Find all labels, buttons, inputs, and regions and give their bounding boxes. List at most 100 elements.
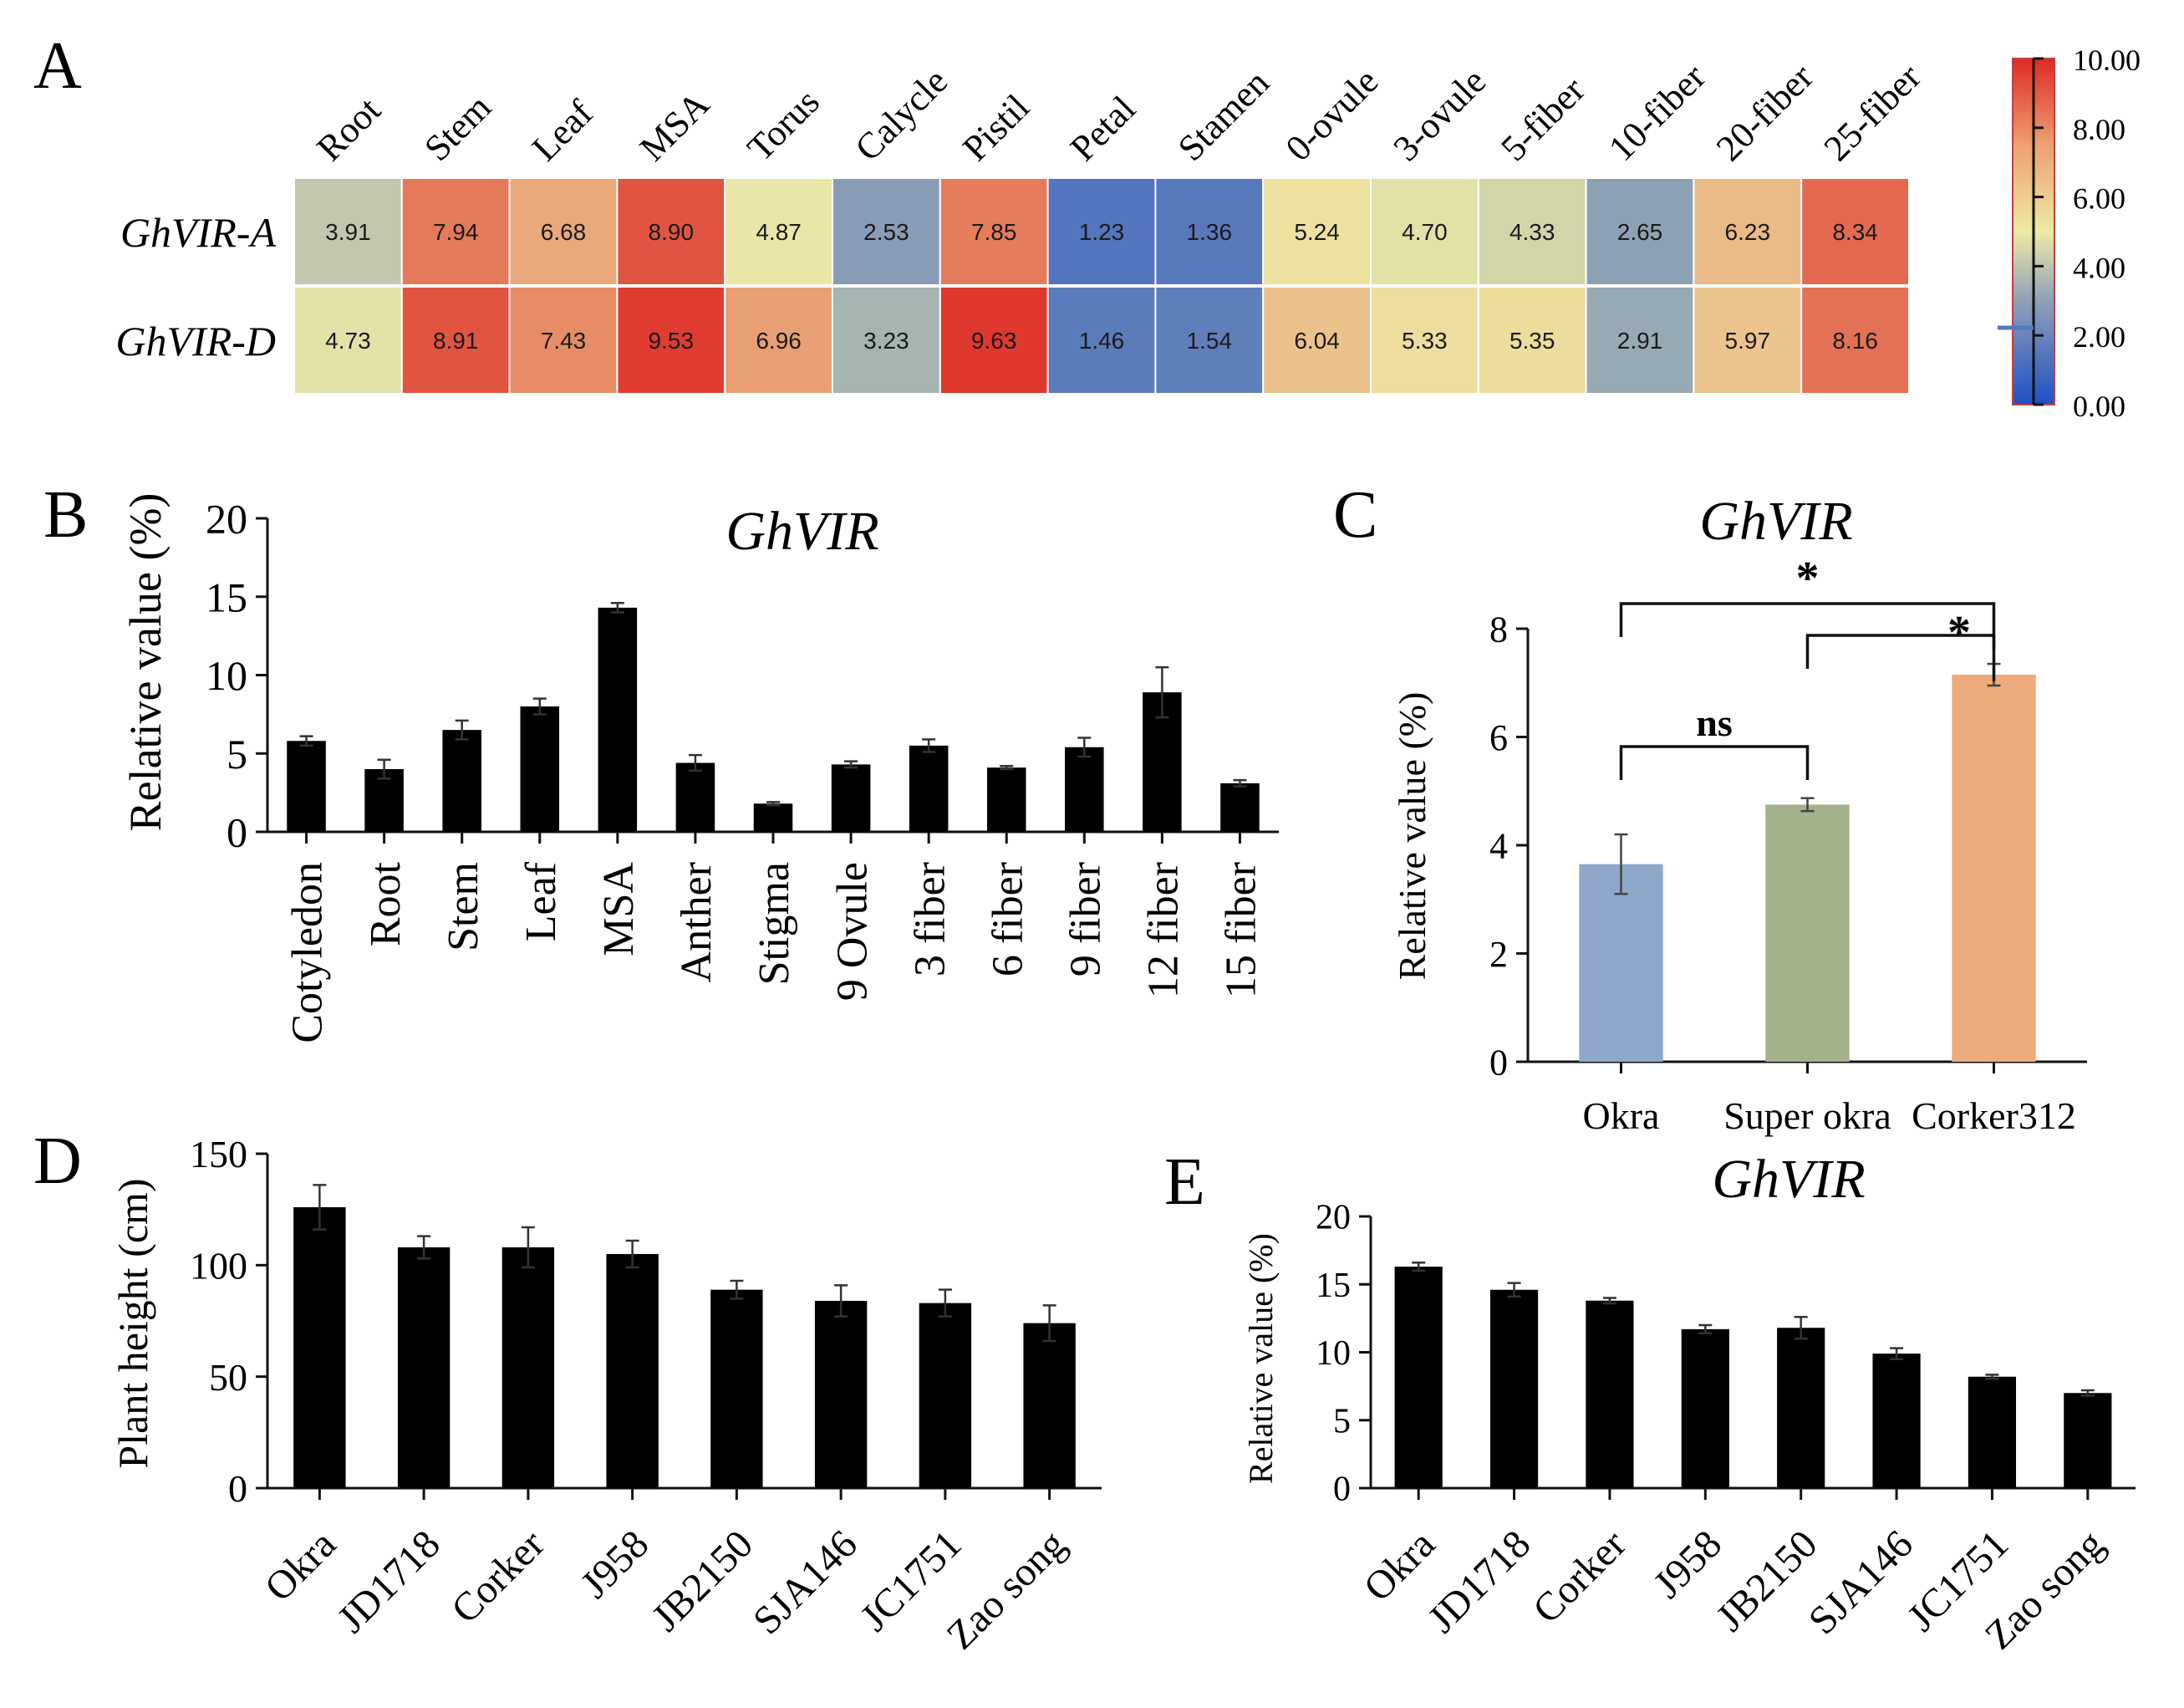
- x-tick-label: MSA: [595, 862, 643, 956]
- significance-bracket: [1619, 602, 1996, 650]
- x-tick-label: JB2150: [1708, 1522, 1825, 1639]
- chart-title-c: GhVIR: [1699, 491, 1852, 552]
- heatmap-cell: [724, 286, 834, 395]
- cell-value: 3.91: [325, 219, 371, 245]
- column-label: 5-fiber: [1493, 69, 1593, 170]
- heatmap-cell: [293, 177, 403, 286]
- bar: [1765, 804, 1850, 1062]
- heatmap-cell: [1585, 286, 1695, 395]
- x-tick-label: Stigma: [751, 862, 798, 985]
- significance-bracket: [1805, 634, 1996, 681]
- x-tick-label: J958: [1645, 1522, 1730, 1607]
- y-tick-label: 0: [228, 1467, 247, 1510]
- x-tick-label: Corker: [443, 1522, 553, 1632]
- heatmap-cell: [1477, 177, 1587, 286]
- x-tick-label: Stem: [440, 862, 487, 951]
- bar: [1023, 1323, 1076, 1488]
- heatmap-cell: [508, 177, 619, 286]
- bar: [986, 767, 1026, 832]
- y-tick-label: 50: [209, 1356, 247, 1399]
- y-axis-label-d: Plant height (cm): [109, 1178, 156, 1468]
- significance-bracket: [1619, 745, 1810, 780]
- heatmap-cell: [1585, 177, 1695, 286]
- bar: [814, 1301, 868, 1488]
- heatmap-cell: [1477, 286, 1587, 395]
- bar: [831, 764, 871, 832]
- bar-chart-c: C GhVIR Relative value (%) 0 2 4 6 8 Okra Supe…: [1333, 478, 2087, 1137]
- bar: [909, 745, 949, 832]
- colorbar: 10.00 8.00 6.00 4.00 2.00 0.00: [1998, 43, 2141, 423]
- colorbar-tick-label: 4.00: [2073, 251, 2125, 284]
- bar: [1872, 1354, 1921, 1488]
- x-tick-label: 9 Ovule: [828, 862, 876, 1001]
- chart-title-b: GhVIR: [725, 501, 878, 562]
- heatmap-cell: [832, 177, 941, 286]
- heatmap-cell: [832, 286, 941, 395]
- bar-chart-b: B GhVIR Relative value (%) 0 5 10 15 20 Cotyl…: [43, 478, 1279, 1043]
- cell-value: 3.23: [863, 328, 909, 354]
- heatmap-cell: [1693, 286, 1803, 395]
- significance-label: ns: [1696, 701, 1732, 744]
- cell-value: 1.23: [1079, 219, 1125, 245]
- significance-label: *: [1947, 607, 1971, 659]
- y-axis-label-e: Relative value (%): [1242, 1233, 1280, 1484]
- column-label: Root: [309, 89, 389, 169]
- x-tick-label: 3 fiber: [906, 862, 954, 976]
- bar: [919, 1303, 972, 1488]
- y-tick-label: 10: [206, 652, 247, 699]
- cell-value: 6.04: [1294, 328, 1340, 354]
- column-label: 10-fiber: [1601, 56, 1713, 169]
- bar: [1968, 1376, 2017, 1488]
- bar: [753, 803, 793, 832]
- x-tick-label: 6 fiber: [984, 862, 1031, 976]
- y-tick-label: 6: [1489, 717, 1508, 758]
- y-tick-label: 4: [1489, 825, 1508, 866]
- heatmap-cell: [1800, 177, 1910, 286]
- bar: [397, 1247, 451, 1488]
- bar: [1586, 1300, 1634, 1488]
- bar: [1489, 1289, 1539, 1488]
- heatmap-cell: [400, 286, 511, 395]
- column-label: Stamen: [1170, 62, 1277, 169]
- column-label: MSA: [632, 84, 717, 169]
- cell-value: 6.68: [541, 219, 587, 245]
- heatmap-cell: [616, 177, 726, 286]
- cell-value: 5.24: [1294, 219, 1340, 245]
- x-tick-label: Okra: [1356, 1522, 1443, 1609]
- cell-value: 2.65: [1617, 219, 1663, 245]
- heatmap-cell: [616, 286, 726, 395]
- cell-value: 4.70: [1402, 219, 1448, 245]
- column-label: Torus: [740, 81, 827, 169]
- row-label: GhVIR-A: [120, 209, 276, 256]
- cell-value: 1.36: [1187, 219, 1233, 245]
- x-tick-label: Corker: [1525, 1522, 1635, 1632]
- cell-value: 5.97: [1725, 328, 1771, 354]
- panel-label-e: E: [1164, 1145, 1205, 1219]
- colorbar-tick-label: 0.00: [2073, 390, 2125, 423]
- bar: [1065, 747, 1104, 832]
- bar: [520, 706, 560, 832]
- heatmap-cell: [724, 177, 834, 286]
- cell-value: 1.46: [1079, 328, 1125, 354]
- cell-value: 4.87: [756, 219, 802, 245]
- bar: [1777, 1328, 1825, 1488]
- cell-value: 9.53: [649, 328, 695, 354]
- column-label: Petal: [1062, 88, 1143, 169]
- x-tick-label: Super okra: [1723, 1094, 1891, 1137]
- x-tick-label: 12 fiber: [1140, 862, 1188, 998]
- x-tick-label: SJA146: [1800, 1522, 1922, 1643]
- x-tick-label: 15 fiber: [1218, 862, 1265, 998]
- heatmap-cell: [939, 286, 1049, 395]
- cell-value: 8.34: [1832, 219, 1878, 245]
- x-tick-label: Okra: [257, 1522, 344, 1609]
- panel-label-c: C: [1333, 478, 1377, 552]
- colorbar-tick-label: 10.00: [2073, 43, 2141, 77]
- cell-value: 8.16: [1832, 328, 1878, 354]
- y-tick-label: 5: [227, 731, 247, 778]
- cell-value: 4.73: [325, 328, 371, 354]
- y-tick-label: 5: [1333, 1402, 1351, 1440]
- x-tick-label: 9 fiber: [1062, 862, 1110, 976]
- x-tick-label: Corker312: [1912, 1094, 2076, 1137]
- x-tick-label: Cotyledon: [284, 862, 332, 1043]
